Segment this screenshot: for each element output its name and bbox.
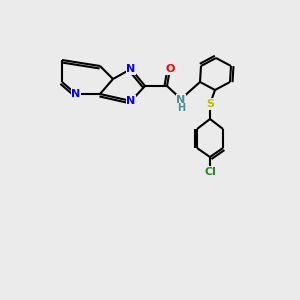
Text: N: N	[126, 64, 136, 74]
Text: H: H	[177, 103, 185, 113]
Text: S: S	[206, 99, 214, 109]
Text: N: N	[176, 95, 186, 105]
Text: O: O	[165, 64, 175, 74]
Text: N: N	[126, 96, 136, 106]
Text: N: N	[71, 89, 81, 99]
Text: Cl: Cl	[204, 167, 216, 177]
